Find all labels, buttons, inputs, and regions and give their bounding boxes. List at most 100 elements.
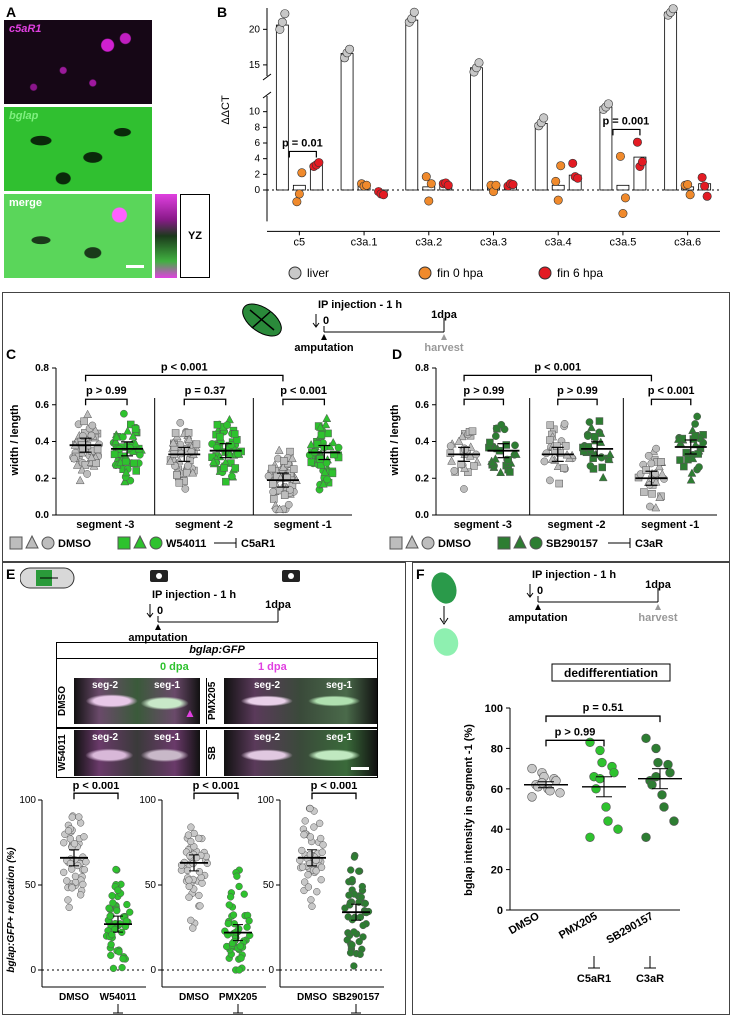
- data-point: [446, 449, 455, 457]
- sig-label: p < 0.001: [193, 782, 240, 792]
- data-point: [286, 447, 294, 456]
- data-point: [542, 449, 551, 458]
- data-point: [108, 930, 116, 939]
- data-point: [60, 868, 68, 877]
- data-point: [605, 449, 615, 459]
- row-label-sb: SB: [206, 730, 223, 776]
- panel-label-a: A: [6, 4, 17, 20]
- data-point: [648, 489, 656, 498]
- data-point: [496, 467, 506, 477]
- data-point: [87, 452, 96, 461]
- data-point: [680, 462, 688, 471]
- legend-label: fin 0 hpa: [437, 266, 483, 280]
- data-point: [632, 137, 642, 147]
- data-point: [123, 426, 133, 435]
- img-pmx205: seg-2 seg-1: [224, 678, 377, 724]
- arrow-icon: [251, 311, 271, 329]
- sig-bracket: [650, 398, 692, 406]
- arrowhead-icon: [321, 334, 327, 340]
- y-tick-label: 50: [145, 880, 157, 891]
- data-point: [657, 458, 665, 466]
- data-point: [287, 453, 297, 463]
- schematic-top: IP injection - 1 h 0 1dpa amputation harvest: [242, 299, 464, 354]
- data-point: [683, 180, 693, 190]
- data-point: [560, 464, 568, 472]
- panel-a: A c5aR1 bglap merge YZ: [0, 0, 215, 290]
- data-point: [70, 454, 78, 463]
- img-sb: seg-2 seg-1: [224, 730, 377, 776]
- arrowhead-icon: [439, 617, 449, 625]
- legend-marker: [418, 266, 432, 280]
- target-label: C5aR1: [577, 973, 611, 985]
- data-point: [184, 429, 193, 437]
- data-point: [426, 179, 436, 189]
- data-point: [587, 422, 596, 432]
- data-point: [269, 495, 278, 503]
- img-w54011: seg-2 seg-1: [74, 730, 200, 776]
- chart-d: 0.0 0.2 0.4 0.6 0.8 width / length segment -3 p…: [389, 361, 717, 550]
- x-tick-label: c3a.1: [351, 236, 378, 248]
- data-point: [189, 924, 197, 932]
- sig-bracket: [612, 128, 641, 136]
- legend-marker: [288, 266, 302, 280]
- legend-marker: [405, 534, 419, 549]
- target-label: C3aR: [636, 973, 664, 985]
- x-tick-label: SB290157: [604, 910, 655, 946]
- data-point: [443, 180, 453, 190]
- data-point: [555, 788, 565, 798]
- data-point: [316, 819, 324, 827]
- data-point: [171, 429, 180, 437]
- sig-label: p < 0.001: [280, 385, 327, 397]
- data-point: [668, 4, 678, 14]
- data-point: [604, 454, 614, 464]
- data-point: [618, 209, 628, 219]
- data-point: [457, 431, 467, 441]
- data-point: [347, 866, 355, 874]
- y-tick-label: 0.6: [415, 400, 429, 411]
- y-tick-label: 100: [257, 795, 274, 806]
- sig-bracket: [463, 398, 505, 406]
- data-point: [424, 196, 434, 206]
- panel-label-e: E: [6, 566, 16, 582]
- data-point: [546, 436, 554, 444]
- camera-lens: [288, 573, 294, 579]
- dedifferentiated-icon: [433, 628, 459, 656]
- axis-break: [262, 91, 272, 99]
- data-point: [620, 193, 630, 203]
- bar: [275, 24, 289, 191]
- data-point: [315, 422, 325, 431]
- legend-label: liver: [307, 266, 329, 280]
- data-point: [466, 442, 476, 451]
- data-point: [359, 921, 367, 930]
- data-point: [641, 832, 651, 842]
- data-point: [83, 470, 91, 478]
- data-point: [348, 941, 356, 949]
- c5ar1-image: c5aR1: [4, 20, 152, 104]
- data-point: [235, 966, 243, 974]
- x-tick-label: c5: [294, 236, 306, 248]
- sig-label: p < 0.001: [161, 361, 208, 373]
- data-point: [595, 417, 604, 425]
- x-tick-label: c3a.2: [415, 236, 442, 248]
- data-point: [343, 936, 351, 944]
- data-point: [79, 880, 87, 889]
- data-point: [546, 421, 555, 429]
- data-point: [540, 457, 549, 466]
- x-tick-label: W54011: [100, 992, 137, 1003]
- image-grid-e: [56, 642, 378, 728]
- sig-bracket: [545, 739, 605, 747]
- data-point: [320, 467, 330, 476]
- y-tick-label: 100: [139, 795, 156, 806]
- data-point: [654, 461, 664, 471]
- axis-break: [262, 73, 272, 81]
- y-tick-label: 100: [485, 703, 503, 715]
- data-point: [111, 436, 121, 446]
- data-point: [615, 151, 625, 161]
- data-point: [508, 180, 518, 190]
- data-point: [235, 925, 243, 933]
- data-point: [195, 891, 203, 900]
- data-point: [209, 457, 218, 466]
- data-point: [345, 891, 353, 899]
- data-point: [640, 488, 648, 496]
- legend-marker: [529, 536, 543, 550]
